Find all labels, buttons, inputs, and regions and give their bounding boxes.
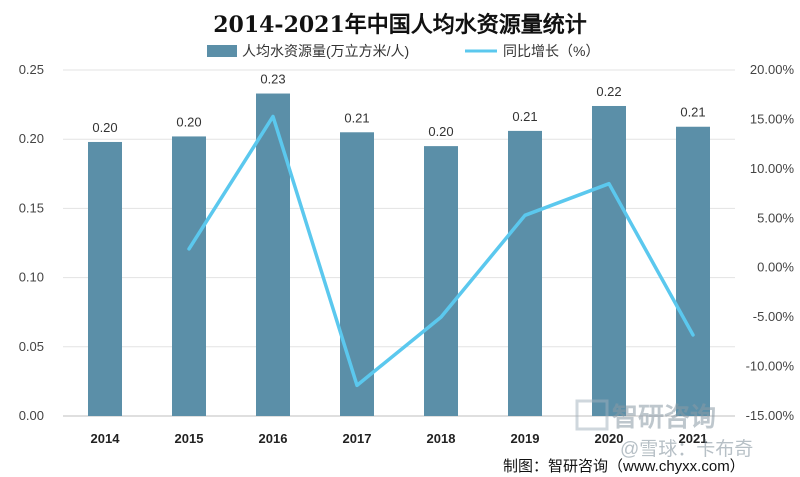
x-tick-label: 2015 xyxy=(175,431,204,446)
bar-data-label: 0.21 xyxy=(680,105,705,120)
legend-line-label: 同比增长（%） xyxy=(503,43,599,59)
x-tick-label: 2017 xyxy=(343,431,372,446)
bar xyxy=(676,126,710,416)
y-right-tick-label: 20.00% xyxy=(750,62,795,77)
bar-data-label: 0.20 xyxy=(176,114,201,129)
bar xyxy=(88,141,122,416)
growth-line xyxy=(187,114,695,388)
watermark-logo-icon xyxy=(575,399,609,431)
x-tick-label: 2018 xyxy=(427,431,456,446)
watermark-sub-text: @雪球：卡布奇 xyxy=(620,438,753,460)
x-axis-ticks: 2014 2015 2016 2017 2018 2019 2020 2021 xyxy=(91,431,708,446)
y-right-tick-label: 5.00% xyxy=(757,210,794,225)
source-footer: 制图：智研咨询（www.chyxx.com） xyxy=(503,457,745,475)
legend-bar-swatch xyxy=(207,45,237,57)
y-right-tick-label: 15.00% xyxy=(750,111,795,126)
chart-title: 2014-2021年中国人均水资源量统计 xyxy=(213,12,587,38)
watermark-logo-text: 智研咨询 xyxy=(612,402,716,432)
bars xyxy=(88,93,710,416)
y-right-tick-label: 0.00% xyxy=(757,260,794,275)
bar-data-label: 0.20 xyxy=(92,120,117,135)
bar xyxy=(256,93,290,416)
bar xyxy=(508,130,542,416)
y-right-tick-label: -5.00% xyxy=(753,309,795,324)
gridlines xyxy=(63,69,735,417)
bar-data-label: 0.21 xyxy=(344,110,369,125)
bar xyxy=(424,146,458,416)
y-right-tick-label: 10.00% xyxy=(750,161,795,176)
growth-series-line xyxy=(187,114,695,388)
watermark: 智研咨询 @雪球：卡布奇 xyxy=(575,399,753,460)
y-left-tick-label: 0.05 xyxy=(19,339,44,354)
bar xyxy=(340,132,374,416)
bar-data-label: 0.23 xyxy=(260,72,285,87)
bar-data-label: 0.20 xyxy=(428,124,453,139)
y-left-tick-label: 0.20 xyxy=(19,131,44,146)
data-labels: 0.20 0.20 0.23 0.21 0.20 0.21 0.22 0.21 xyxy=(92,72,705,140)
y-left-tick-label: 0.15 xyxy=(19,200,44,215)
x-tick-label: 2014 xyxy=(91,431,121,446)
right-axis-ticks: -15.00% -10.00% -5.00% 0.00% 5.00% 10.00% 15.0… xyxy=(746,62,795,423)
y-left-tick-label: 0.25 xyxy=(19,62,44,77)
legend: 人均水资源量(万立方米/人) 同比增长（%） xyxy=(207,43,599,59)
y-left-tick-label: 0.00 xyxy=(19,408,44,423)
legend-bar-label: 人均水资源量(万立方米/人) xyxy=(242,43,409,59)
y-left-tick-label: 0.10 xyxy=(19,270,44,285)
left-axis-ticks: 0.00 0.05 0.10 0.15 0.20 0.25 xyxy=(19,62,44,423)
bar-data-label: 0.22 xyxy=(596,84,621,99)
bar-data-label: 0.21 xyxy=(512,109,537,124)
x-tick-label: 2020 xyxy=(595,431,624,446)
x-tick-label: 2019 xyxy=(511,431,540,446)
x-tick-label: 2016 xyxy=(259,431,288,446)
bar xyxy=(592,105,626,416)
bar xyxy=(172,136,206,416)
y-right-tick-label: -10.00% xyxy=(746,359,795,374)
x-tick-label: 2021 xyxy=(679,431,708,446)
y-right-tick-label: -15.00% xyxy=(746,408,795,423)
